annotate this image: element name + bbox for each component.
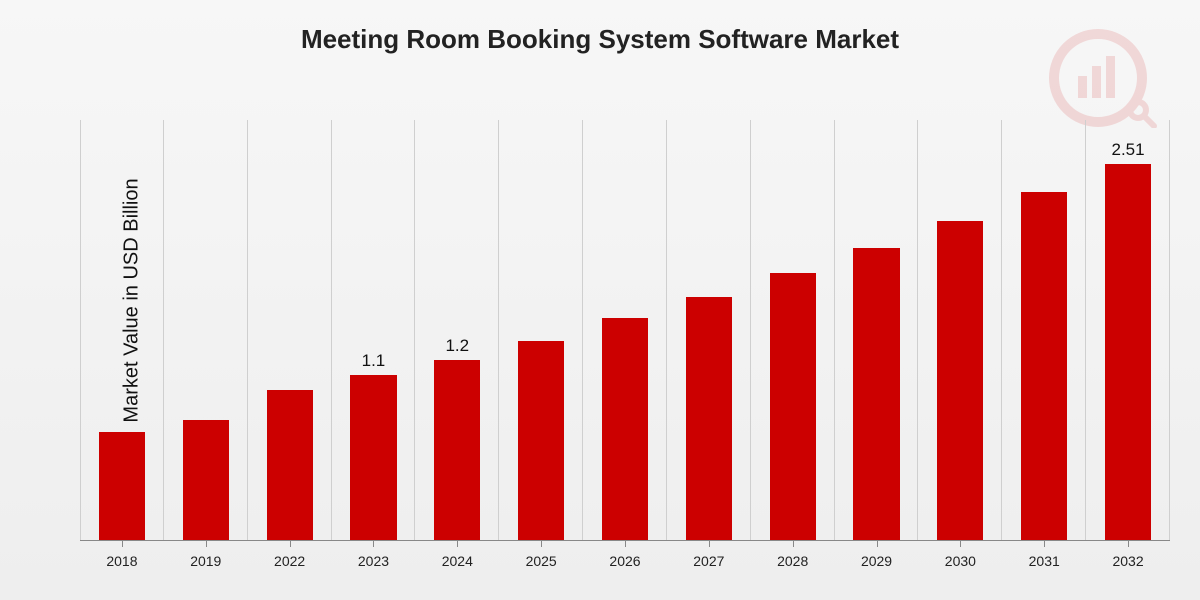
x-tick-label: 2019 — [190, 553, 221, 569]
x-tick-label: 2018 — [106, 553, 137, 569]
bar-value-label: 1.2 — [445, 336, 469, 356]
bar-slot — [80, 120, 164, 540]
bars-container: 1.1 1.2 2.51 — [80, 120, 1170, 540]
plot-area: 1.1 1.2 2.51 — [80, 120, 1170, 540]
x-tick — [1128, 541, 1129, 547]
bar — [99, 432, 145, 540]
bar — [937, 221, 983, 541]
x-axis: 2018 2019 2022 2023 2024 2025 2026 2027 2028 2029… — [80, 540, 1170, 600]
x-tick — [877, 541, 878, 547]
bar-slot — [835, 120, 919, 540]
x-tick-wrap: 2023 — [332, 541, 416, 600]
x-tick — [625, 541, 626, 547]
x-tick — [709, 541, 710, 547]
bar-slot — [499, 120, 583, 540]
x-tick-wrap: 2022 — [248, 541, 332, 600]
bar-slot — [248, 120, 332, 540]
bar: 2.51 — [1105, 164, 1151, 541]
bar — [518, 341, 564, 541]
x-tick-wrap: 2031 — [1002, 541, 1086, 600]
x-tick-wrap: 2018 — [80, 541, 164, 600]
x-tick-wrap: 2028 — [751, 541, 835, 600]
x-tick — [373, 541, 374, 547]
bar-value-label: 2.51 — [1111, 140, 1144, 160]
x-tick-label: 2023 — [358, 553, 389, 569]
x-tick-wrap: 2019 — [164, 541, 248, 600]
x-tick-label: 2030 — [945, 553, 976, 569]
x-tick — [541, 541, 542, 547]
x-tick-wrap: 2029 — [835, 541, 919, 600]
x-tick-wrap: 2032 — [1086, 541, 1170, 600]
bar-slot — [751, 120, 835, 540]
x-tick — [206, 541, 207, 547]
bar — [853, 248, 899, 541]
x-tick-wrap: 2025 — [499, 541, 583, 600]
bar — [267, 390, 313, 540]
x-tick-label: 2024 — [442, 553, 473, 569]
x-tick — [457, 541, 458, 547]
bar — [602, 318, 648, 540]
bar-slot — [918, 120, 1002, 540]
x-tick-label: 2022 — [274, 553, 305, 569]
bar-slot — [164, 120, 248, 540]
x-tick — [1044, 541, 1045, 547]
bar-slot — [583, 120, 667, 540]
x-tick-label: 2029 — [861, 553, 892, 569]
x-tick — [960, 541, 961, 547]
bar — [183, 420, 229, 540]
bar-slot: 1.1 — [332, 120, 416, 540]
bar — [1021, 192, 1067, 540]
bar: 1.1 — [350, 375, 396, 540]
bar — [686, 297, 732, 540]
x-tick — [122, 541, 123, 547]
x-tick — [290, 541, 291, 547]
bar-slot: 1.2 — [415, 120, 499, 540]
x-tick-wrap: 2026 — [583, 541, 667, 600]
bar-slot: 2.51 — [1086, 120, 1170, 540]
x-tick-label: 2027 — [693, 553, 724, 569]
x-tick-label: 2026 — [609, 553, 640, 569]
bar-slot — [667, 120, 751, 540]
bar — [770, 273, 816, 540]
x-tick-label: 2031 — [1029, 553, 1060, 569]
x-tick-label: 2028 — [777, 553, 808, 569]
x-tick-wrap: 2030 — [918, 541, 1002, 600]
grid-line — [1169, 120, 1170, 540]
bar-value-label: 1.1 — [362, 351, 386, 371]
x-tick-wrap: 2024 — [415, 541, 499, 600]
x-tick-wrap: 2027 — [667, 541, 751, 600]
x-tick-label: 2032 — [1112, 553, 1143, 569]
x-tick-label: 2025 — [526, 553, 557, 569]
bar: 1.2 — [434, 360, 480, 540]
x-tick — [793, 541, 794, 547]
bar-slot — [1002, 120, 1086, 540]
watermark-logo — [1048, 28, 1158, 128]
